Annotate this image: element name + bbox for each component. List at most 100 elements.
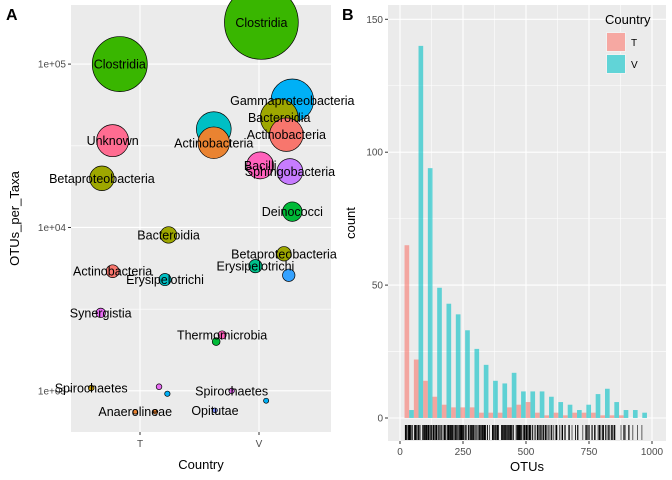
bubble-label: Unknown	[87, 134, 139, 148]
histogram-bar	[567, 404, 573, 418]
histogram-bar	[614, 402, 619, 418]
x-tick-label: 0	[397, 447, 403, 458]
histogram-bar	[521, 391, 526, 418]
bubble-label: Clostridia	[235, 16, 287, 30]
histogram-bar	[623, 410, 629, 418]
histogram-bar	[502, 383, 508, 418]
bubble	[228, 387, 235, 394]
bubble-label: Anaerolineae	[98, 405, 172, 419]
histogram-bar	[418, 45, 424, 418]
legend-label: T	[631, 38, 637, 49]
bubble-label: Spirochaetes	[55, 382, 128, 396]
histogram-bar	[511, 372, 517, 418]
bubble	[164, 390, 171, 397]
bubble	[224, 0, 299, 60]
histogram-bar	[469, 407, 475, 418]
histogram-bar	[572, 412, 578, 418]
bubble	[212, 407, 218, 414]
y-axis-title: count	[343, 207, 358, 239]
plot-panel	[388, 5, 666, 441]
legend-label: V	[631, 60, 638, 71]
bubble-label: Actinobacteria	[174, 136, 253, 150]
rug-marks	[404, 425, 643, 440]
histogram-bar	[441, 404, 447, 418]
histogram-bar	[409, 410, 414, 418]
bubble	[155, 383, 163, 390]
bubble-label: Actinobacteria	[73, 265, 152, 279]
legend-title: Country	[605, 12, 651, 27]
bubble	[246, 151, 275, 180]
x-tick-label: V	[256, 439, 263, 450]
histogram-bar	[600, 415, 606, 418]
histogram-bar	[549, 396, 554, 418]
histogram-bar	[618, 415, 624, 418]
bubble	[263, 397, 270, 404]
bubble-label: Thermomicrobia	[177, 328, 267, 342]
histogram-bar	[577, 410, 582, 418]
bubble-label: Spirochaetes	[195, 384, 268, 398]
histogram-bar	[446, 303, 452, 418]
y-tick-label: 1e+03	[38, 386, 67, 397]
histogram-bar	[535, 412, 540, 418]
bubble	[159, 226, 178, 244]
y-tick-label: 0	[377, 414, 383, 425]
histogram-bar	[451, 407, 456, 418]
histogram-bar	[404, 245, 410, 418]
x-axis-title: Country	[178, 457, 224, 472]
y-tick-label: 50	[372, 281, 384, 292]
x-tick-label: 500	[518, 447, 535, 458]
histogram-bar	[586, 404, 592, 418]
bubble	[276, 246, 292, 262]
bubble	[89, 165, 115, 191]
histogram-bar	[553, 412, 559, 418]
histogram-bar	[460, 407, 466, 418]
histogram-bar	[483, 364, 489, 418]
bubble-label: Opitutae	[191, 404, 238, 418]
bubble	[132, 409, 138, 415]
bubble	[276, 158, 304, 185]
histogram-bar	[474, 348, 480, 418]
bubble	[269, 117, 304, 152]
histogram-bar	[609, 415, 615, 418]
y-tick-label: 100	[366, 148, 383, 159]
bubble	[211, 337, 221, 346]
histogram-bar	[558, 402, 564, 418]
histogram-bar	[488, 412, 494, 418]
histogram-bar	[497, 412, 503, 418]
histogram-bar	[591, 412, 596, 418]
bubble	[105, 264, 120, 278]
bubble-label: Clostridia	[94, 58, 146, 72]
bubble-chart: 1e+03 1e+04 1e+05 T V Clostridia Clostridia Gam…	[7, 0, 355, 472]
histogram-bar	[479, 412, 484, 418]
histogram-bar	[423, 380, 428, 418]
histogram-bar	[507, 407, 512, 418]
histogram-bar	[413, 359, 419, 418]
bubble	[91, 36, 148, 92]
bubble-label: Gammaproteobacteria	[230, 94, 354, 108]
bubble-label: Deinococci	[262, 205, 323, 219]
bubble	[96, 124, 130, 158]
x-tick-label: 1000	[641, 447, 664, 458]
panel-label-a: A	[6, 7, 18, 24]
bubble	[152, 409, 159, 415]
legend: Country TV	[605, 12, 651, 74]
histogram-bar	[437, 287, 442, 418]
histogram-bar	[632, 410, 638, 418]
bubble-label: Bacilli	[244, 159, 277, 173]
histogram-bar	[516, 404, 522, 418]
histogram-bar	[581, 412, 587, 418]
bubble	[248, 259, 263, 274]
x-tick-label: 250	[455, 447, 472, 458]
histogram-bar	[427, 168, 433, 418]
histogram-bar	[493, 380, 498, 418]
histogram-bar	[432, 396, 438, 418]
legend-key	[607, 55, 625, 73]
bubble	[282, 268, 296, 282]
bubble	[282, 201, 303, 222]
histogram-bar	[525, 402, 531, 418]
bubble	[88, 384, 95, 392]
bubble	[217, 330, 227, 340]
bubble	[158, 273, 172, 286]
bubble	[95, 307, 106, 319]
